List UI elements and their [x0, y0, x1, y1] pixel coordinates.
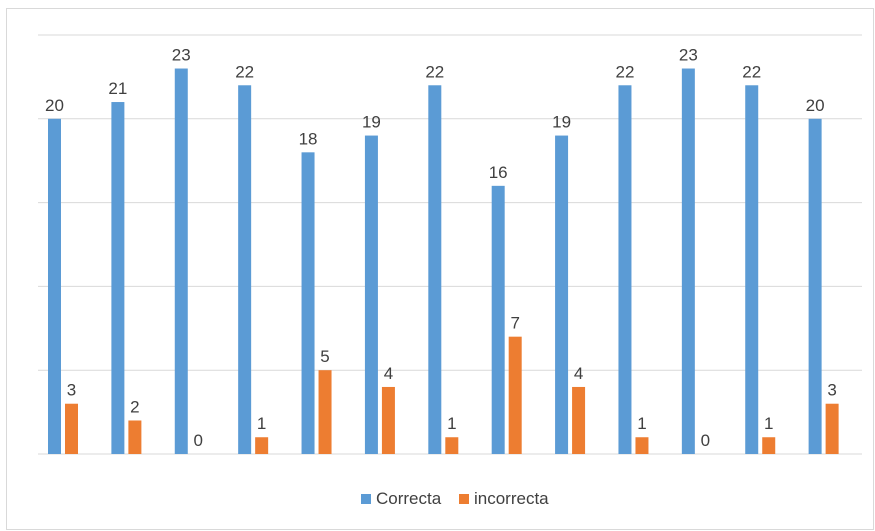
- data-label-correcta-5: 18: [299, 129, 318, 148]
- data-label-correcta-1: 20: [45, 96, 64, 115]
- bar-correcta-6: [364, 135, 378, 454]
- bar-correcta-9: [555, 135, 569, 454]
- legend-swatch-incorrecta: [459, 494, 469, 504]
- bar-correcta-7: [428, 85, 442, 454]
- data-label-incorrecta-9: 4: [574, 364, 583, 383]
- data-label-correcta-11: 23: [679, 46, 698, 65]
- bar-incorrecta-6: [381, 386, 395, 454]
- legend-swatch-correcta: [361, 494, 371, 504]
- data-label-correcta-12: 22: [742, 62, 761, 81]
- data-label-correcta-7: 22: [425, 62, 444, 81]
- data-label-incorrecta-3: 0: [194, 431, 203, 450]
- data-label-incorrecta-7: 1: [447, 414, 456, 433]
- data-label-correcta-8: 16: [489, 163, 508, 182]
- bar-incorrecta-10: [635, 437, 649, 454]
- bar-incorrecta-5: [318, 370, 332, 454]
- bar-incorrecta-1: [65, 403, 78, 454]
- bar-correcta-10: [618, 85, 632, 454]
- data-label-incorrecta-6: 4: [384, 364, 393, 383]
- legend-label-incorrecta: incorrecta: [474, 489, 549, 508]
- bar-incorrecta-4: [255, 437, 269, 454]
- data-label-correcta-2: 21: [108, 79, 127, 98]
- data-label-incorrecta-11: 0: [701, 431, 710, 450]
- bar-incorrecta-12: [762, 437, 776, 454]
- bar-correcta-5: [301, 152, 315, 454]
- data-label-incorrecta-1: 3: [67, 381, 76, 400]
- bar-correcta-12: [745, 85, 759, 454]
- data-label-incorrecta-10: 1: [637, 414, 646, 433]
- data-label-incorrecta-2: 2: [130, 397, 139, 416]
- bar-correcta-8: [491, 185, 505, 454]
- bar-correcta-11: [681, 68, 695, 455]
- bar-incorrecta-8: [508, 336, 522, 454]
- data-label-correcta-6: 19: [362, 113, 381, 132]
- data-label-correcta-3: 23: [172, 46, 191, 65]
- bars: [48, 68, 839, 455]
- data-label-incorrecta-13: 3: [827, 381, 836, 400]
- bar-incorrecta-7: [445, 437, 459, 454]
- bar-correcta-4: [238, 85, 252, 454]
- data-label-correcta-4: 22: [235, 62, 254, 81]
- bar-correcta-3: [174, 68, 188, 455]
- bar-incorrecta-13: [825, 403, 839, 454]
- data-label-correcta-9: 19: [552, 113, 571, 132]
- data-label-incorrecta-4: 1: [257, 414, 266, 433]
- data-label-correcta-10: 22: [616, 62, 635, 81]
- data-label-incorrecta-12: 1: [764, 414, 773, 433]
- gridlines: [38, 34, 862, 455]
- bar-incorrecta-2: [128, 420, 142, 454]
- data-label-correcta-13: 20: [806, 96, 825, 115]
- legend: Correcta incorrecta: [361, 489, 549, 508]
- bar-correcta-1: [48, 118, 61, 455]
- data-label-incorrecta-8: 7: [510, 314, 519, 333]
- legend-label-correcta: Correcta: [376, 489, 442, 508]
- bar-correcta-2: [111, 102, 125, 454]
- data-label-incorrecta-5: 5: [320, 347, 329, 366]
- bar-correcta-13: [808, 118, 822, 455]
- bar-incorrecta-9: [572, 386, 586, 454]
